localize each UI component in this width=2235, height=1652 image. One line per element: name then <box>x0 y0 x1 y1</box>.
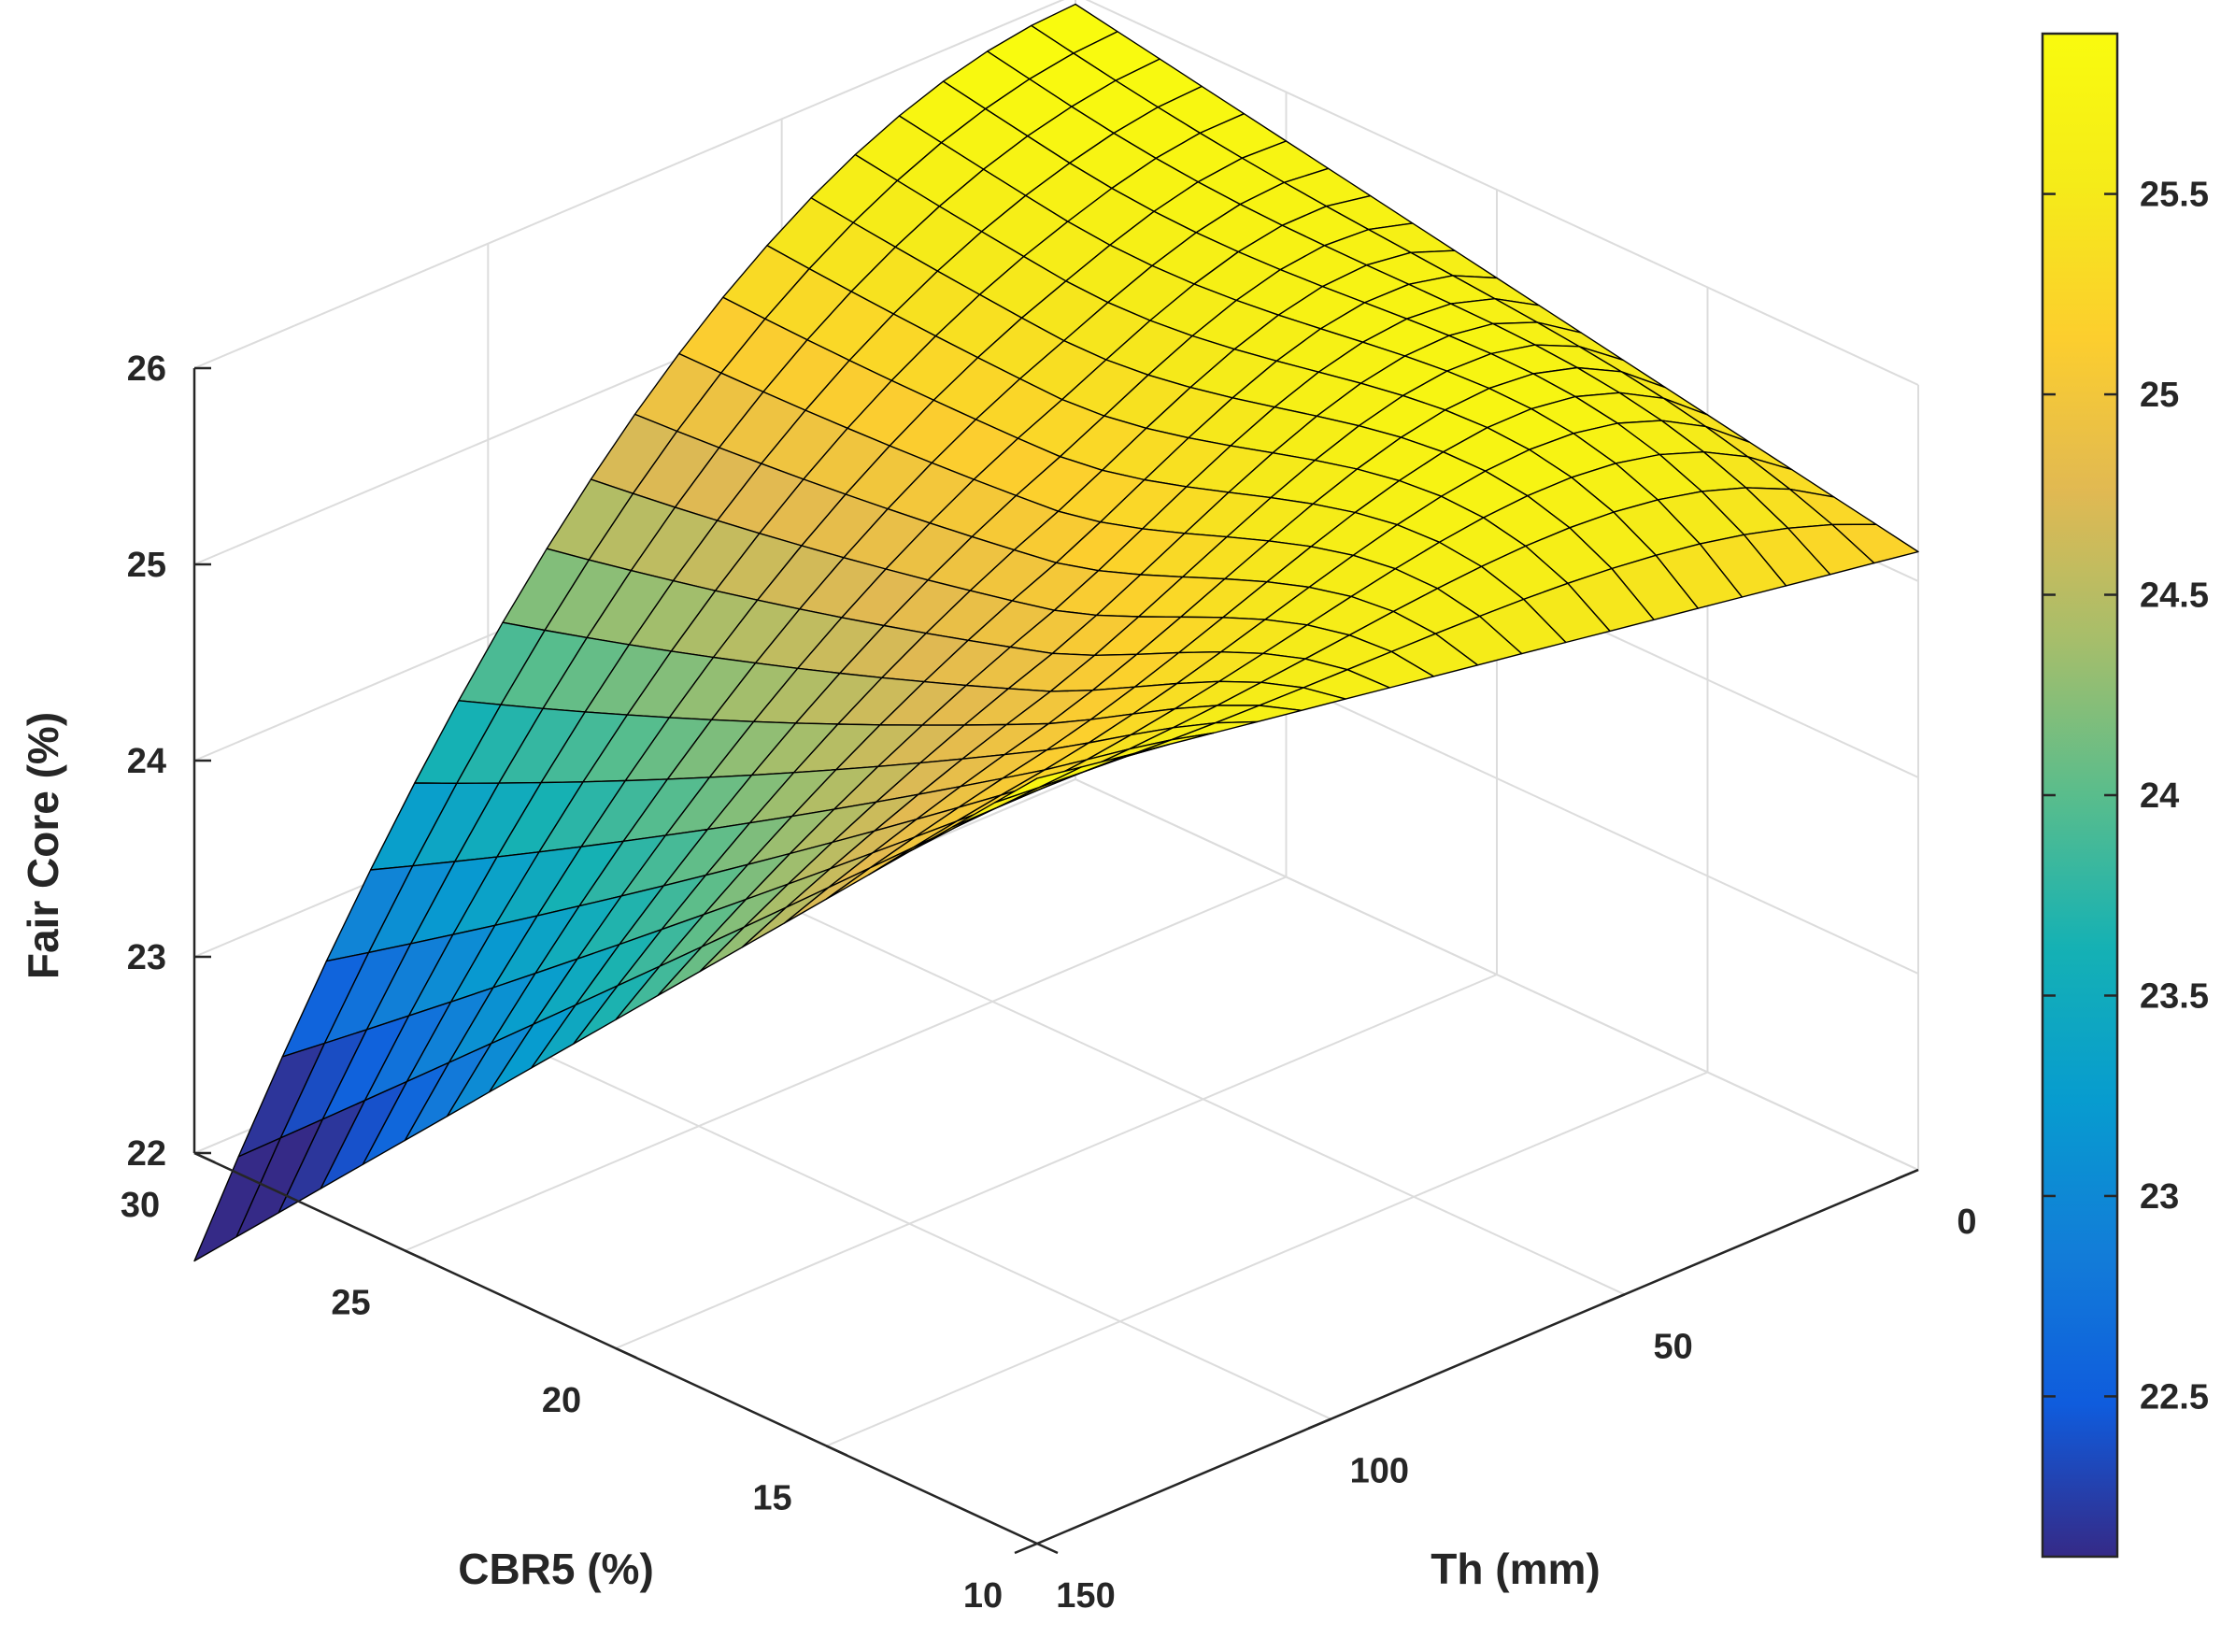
x-tick-label: 100 <box>1350 1452 1409 1491</box>
colorbar-tick-label: 24 <box>2140 776 2179 816</box>
colorbar-tick-label: 23 <box>2140 1177 2179 1217</box>
z-tick-label: 23 <box>127 938 166 977</box>
y-tick <box>825 1445 848 1457</box>
z-tick-label: 26 <box>127 349 166 389</box>
colorbar-tick-label: 25 <box>2140 376 2179 415</box>
x-tick-label: 0 <box>1957 1203 1976 1242</box>
y-tick-label: 30 <box>121 1186 160 1225</box>
y-axis-label: CBR5 (%) <box>458 1545 654 1593</box>
x-tick-label: 150 <box>1056 1576 1115 1616</box>
surface-mesh <box>193 3 1919 1262</box>
y-tick-label: 10 <box>963 1576 1003 1616</box>
grid-line <box>193 0 1065 369</box>
x-tick <box>1307 1417 1331 1430</box>
colorbar: 22.5 23 23.5 24 24.5 25 25.5 <box>2041 32 2209 1559</box>
y-tick-label: 25 <box>331 1284 370 1323</box>
z-axis-label: Fair Core (%) <box>19 712 67 979</box>
x-axis-label: Th (mm) <box>1431 1545 1600 1593</box>
axes: 22 23 24 25 26 10 15 20 25 30 0 50 100 150 <box>121 349 1977 1616</box>
y-tick-label: 20 <box>542 1381 581 1420</box>
grid-line <box>405 876 1287 1252</box>
x-tick <box>1014 1542 1038 1555</box>
grid-line <box>826 1071 1708 1447</box>
colorbar-tick-label: 22.5 <box>2140 1377 2209 1417</box>
x-tick <box>1602 1293 1626 1305</box>
y-tick <box>1036 1542 1059 1555</box>
surface-patch <box>994 766 1082 804</box>
z-tick-label: 22 <box>127 1134 166 1174</box>
z-tick-label: 25 <box>127 546 166 585</box>
z-tick-label: 24 <box>127 742 166 781</box>
colorbar-tick-label: 25.5 <box>2140 176 2209 215</box>
y-tick <box>615 1346 637 1360</box>
x-axis-line <box>1036 1168 1919 1545</box>
colorbar-tick-label: 23.5 <box>2140 976 2209 1016</box>
y-tick-label: 15 <box>752 1479 791 1518</box>
grid-line <box>615 974 1498 1349</box>
y-tick <box>404 1249 427 1261</box>
x-tick <box>1895 1168 1919 1181</box>
x-tick-label: 50 <box>1654 1327 1693 1366</box>
y-tick <box>193 1151 216 1164</box>
colorbar-tick-label: 24.5 <box>2140 577 2209 616</box>
